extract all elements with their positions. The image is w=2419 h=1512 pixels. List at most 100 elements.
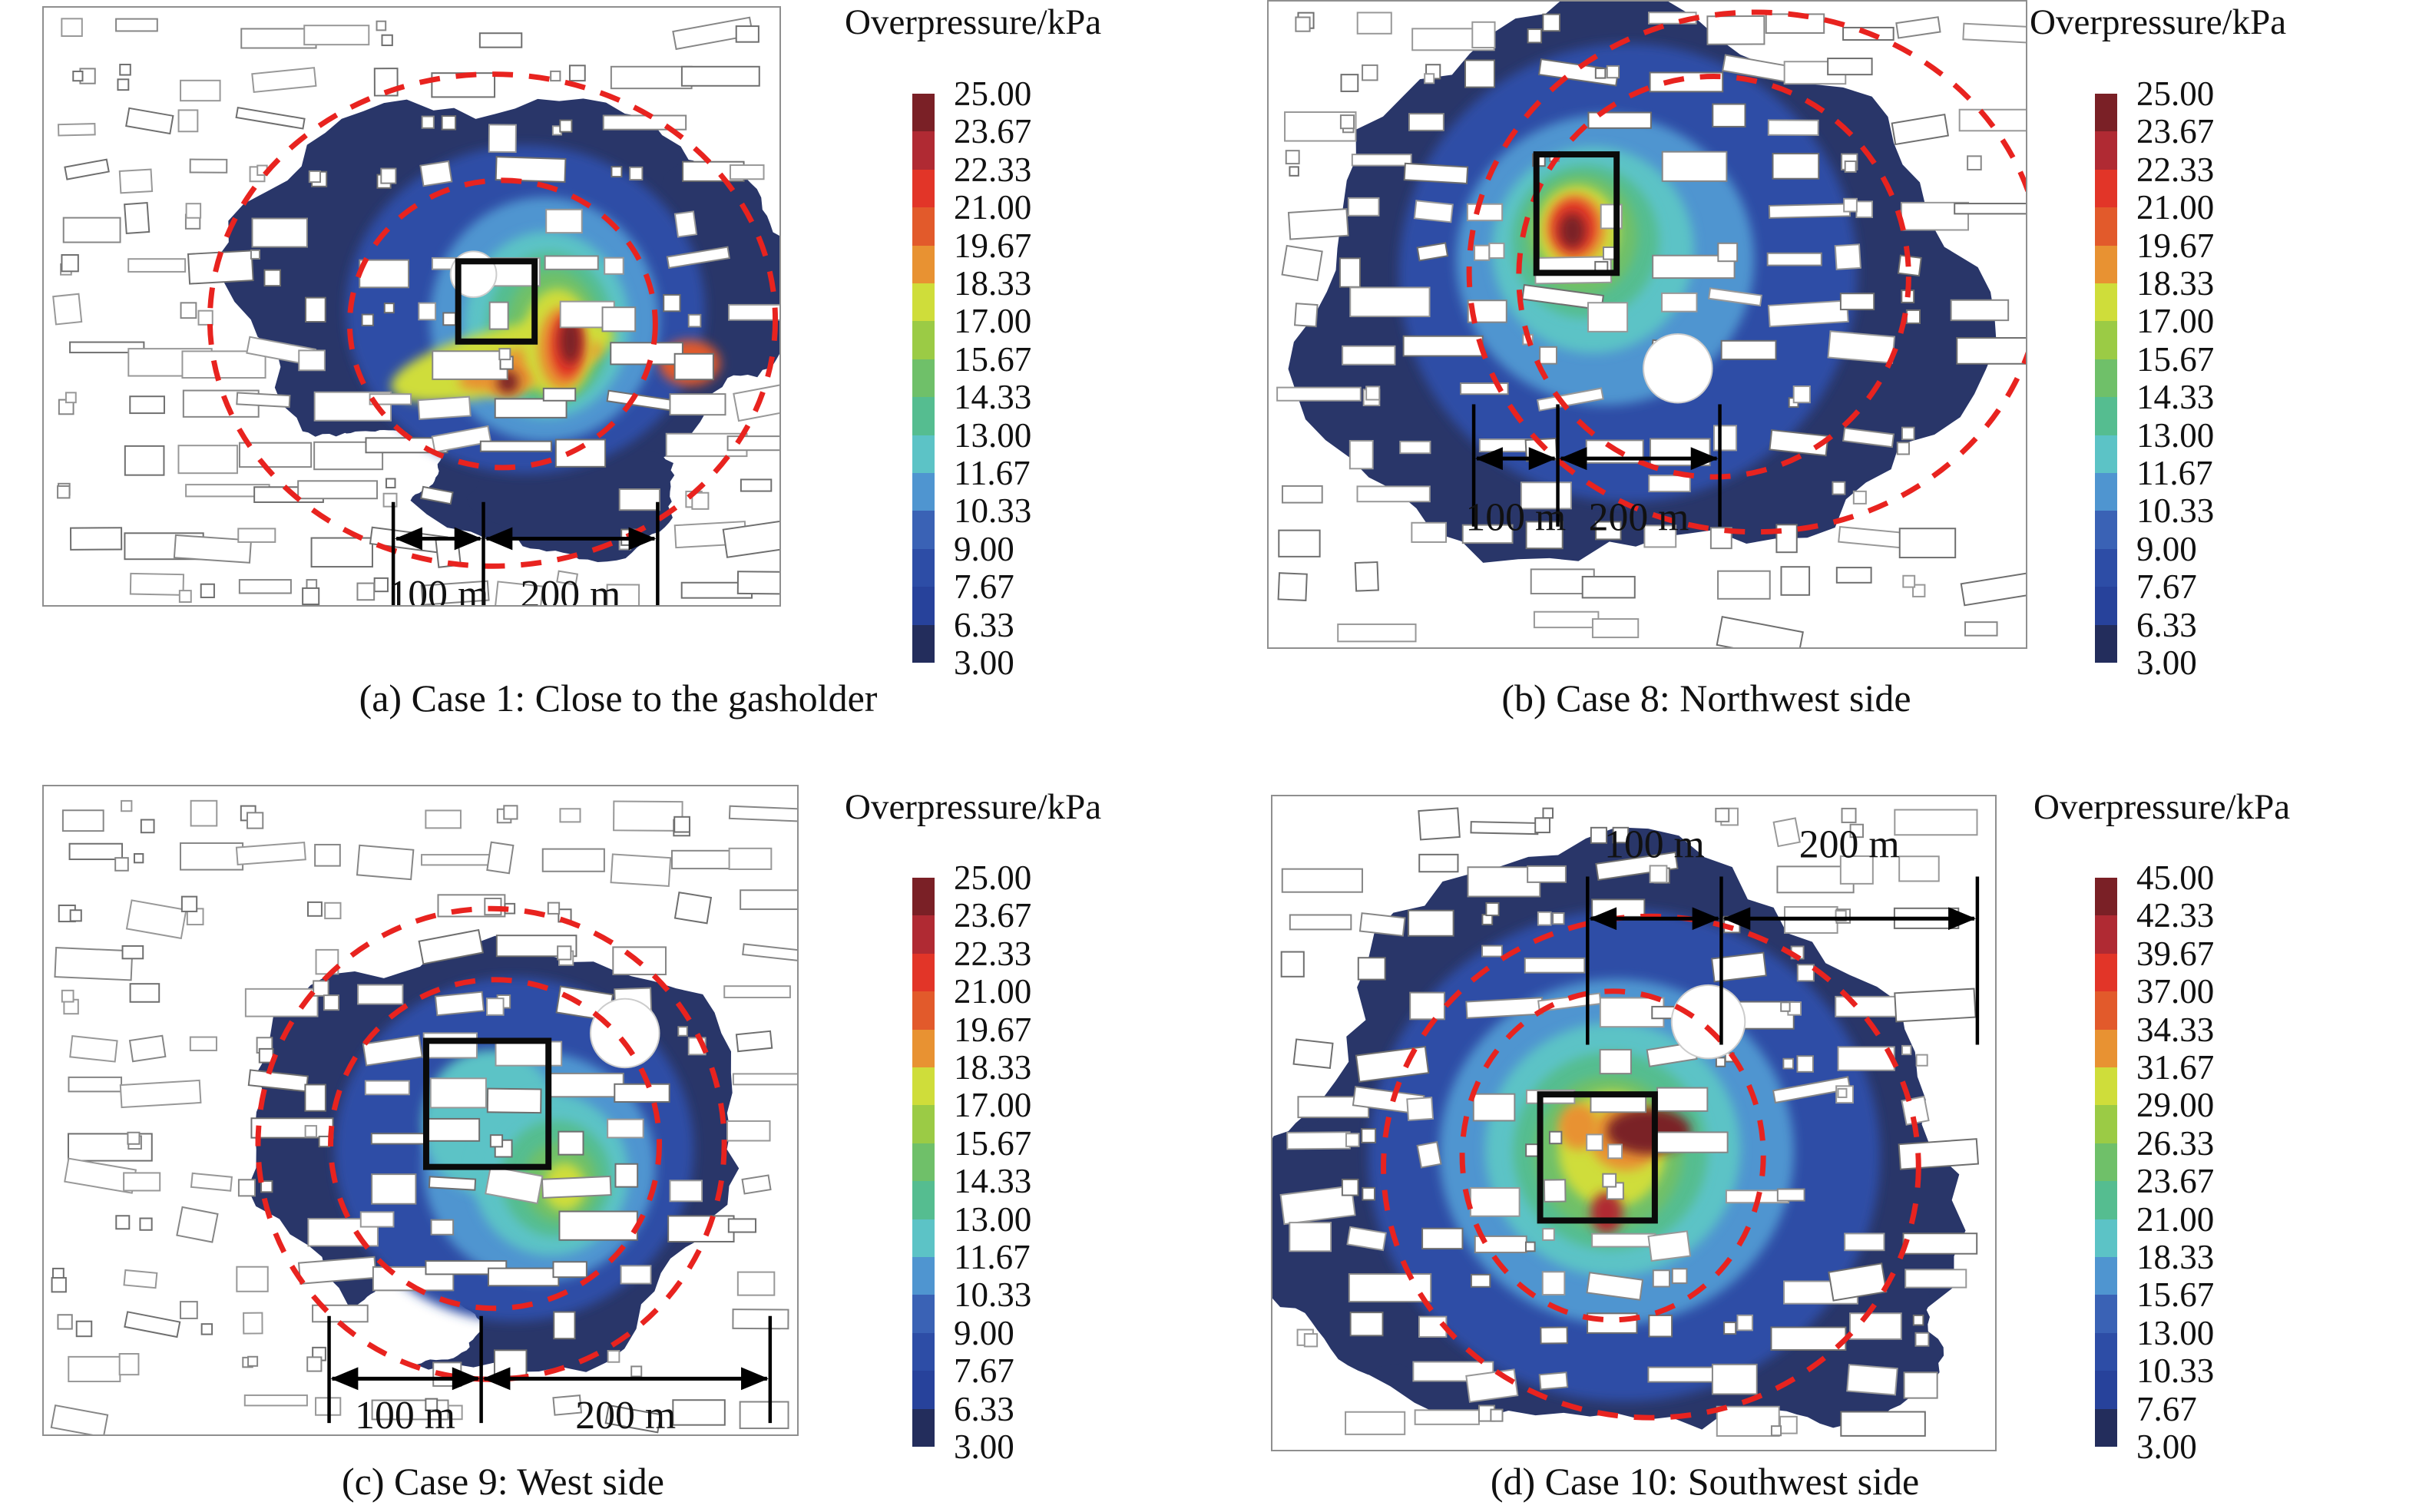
map-b-contour: 100 m 200 m: [1267, 0, 2027, 649]
colorbar-tick-label: 13.00: [2136, 416, 2215, 455]
colorbar-tick-label: 7.67: [2136, 567, 2197, 606]
colorbar-segment: [2095, 473, 2117, 511]
colorbar-tick-label: 10.33: [954, 1275, 1032, 1314]
colorbar-segment: [2095, 1408, 2117, 1447]
colorbar-segment: [912, 283, 935, 322]
colorbar-tick-label: 21.00: [954, 972, 1032, 1011]
map-a-contour: 100 m 200 m: [42, 6, 781, 607]
colorbar-segment: [2095, 1029, 2117, 1068]
colorbar-tick-label: 7.67: [954, 567, 1014, 606]
colorbar-segment: [912, 548, 935, 587]
radius-100m-circle: [1516, 74, 1911, 480]
colorbar-tick-label: 22.33: [2136, 151, 2215, 189]
colorbar-tick-label: 18.33: [954, 264, 1032, 303]
colorbar-segment: [2095, 131, 2117, 170]
colorbar-tick-label: 31.67: [2136, 1048, 2215, 1087]
colorbar-segment: [2095, 94, 2117, 132]
colorbar-tick-label: 7.67: [954, 1352, 1014, 1390]
colorbar-segment: [912, 1332, 935, 1371]
colorbar-tick-label: 21.00: [954, 188, 1032, 227]
gasholder-area-square: [1533, 151, 1620, 276]
colorbar-tick-label: 22.33: [954, 935, 1032, 973]
colorbar-segment: [2095, 1219, 2117, 1258]
scale-label-100m: 100 m: [388, 573, 488, 607]
colorbar-tick-label: 15.67: [2136, 1275, 2215, 1314]
colorbar-tick-label: 9.00: [954, 530, 1014, 568]
caption-a: (a) Case 1: Close to the gasholder: [359, 677, 878, 720]
colorbar-tick-label: 9.00: [2136, 530, 2197, 568]
colorbar-segment: [2095, 548, 2117, 587]
colorbar-segment: [2095, 587, 2117, 625]
colorbar-segment: [912, 624, 935, 663]
colorbar-tick-label: 37.00: [2136, 972, 2215, 1011]
colorbar-tick-label: 22.33: [954, 151, 1032, 189]
colorbar-segment: [912, 397, 935, 435]
colorbar-tick-label: 25.00: [954, 859, 1032, 897]
colorbar-tick-label: 15.67: [2136, 340, 2215, 379]
scale-bar: 100 m 200 m: [388, 501, 660, 607]
caption-c: (c) Case 9: West side: [342, 1460, 664, 1503]
colorbar-segment: [912, 915, 935, 954]
colorbar-tick-label: 45.00: [2136, 859, 2215, 897]
radius-200m-circle: [1466, 9, 2026, 535]
radius-100m-circle: [328, 977, 663, 1312]
colorbar-tick-label: 11.67: [954, 454, 1031, 492]
colorbar-tick-label: 15.67: [954, 340, 1032, 379]
city-buildings: [50, 799, 797, 1434]
colorbar-segment: [912, 1067, 935, 1106]
colorbar-tick-label: 14.33: [2136, 378, 2215, 416]
colorbar-segment: [912, 1408, 935, 1447]
colorbar-tick-label: 23.67: [2136, 1162, 2215, 1200]
colorbar-segment: [2095, 624, 2117, 663]
colorbar-tick-label: 3.00: [2136, 644, 2197, 682]
scale-label-200m: 200 m: [575, 1394, 676, 1436]
colorbar-segment: [2095, 878, 2117, 916]
colorbar-tick-label: 14.33: [954, 378, 1032, 416]
colorbar-segment: [912, 1143, 935, 1182]
colorbar-tick-label: 29.00: [2136, 1086, 2215, 1124]
colorbar-a: [912, 94, 935, 663]
colorbar-tick-label: 18.33: [2136, 264, 2215, 303]
colorbar-segment: [912, 511, 935, 549]
scale-bar: 100 m 200 m: [1586, 823, 1980, 1045]
colorbar-tick-label: 15.67: [954, 1124, 1032, 1163]
colorbar-segment: [912, 359, 935, 398]
colorbar-tick-label: 23.67: [2136, 112, 2215, 151]
colorbar-segment: [912, 1257, 935, 1295]
scale-label-100m: 100 m: [1604, 823, 1705, 867]
colorbar-tick-label: 25.00: [2136, 74, 2215, 113]
colorbar-segment: [912, 1371, 935, 1409]
colorbar-tick-label: 3.00: [954, 1428, 1014, 1466]
colorbar-tick-label: 25.00: [954, 74, 1032, 113]
colorbar-tick-label: 7.67: [2136, 1390, 2197, 1428]
city-buildings: [1279, 807, 1980, 1437]
colorbar-tick-label: 17.00: [954, 1086, 1032, 1124]
colorbar-tick-label: 14.33: [954, 1162, 1032, 1200]
colorbar-tick-label: 10.33: [954, 491, 1032, 530]
colorbar-tick-label: 18.33: [2136, 1238, 2215, 1276]
scale-label-200m: 200 m: [1589, 496, 1689, 540]
colorbar-segment: [2095, 1332, 2117, 1371]
caption-b: (b) Case 8: Northwest side: [1501, 677, 1911, 720]
colorbar-tick-label: 19.67: [954, 227, 1032, 265]
colorbar-segment: [912, 991, 935, 1030]
map-d-contour: 100 m 200 m: [1271, 795, 1997, 1451]
colorbar-segment: [912, 245, 935, 284]
colorbar-d: [2095, 878, 2117, 1447]
colorbar-tick-label: 6.33: [954, 606, 1014, 644]
colorbar-segment: [912, 1295, 935, 1333]
colorbar-tick-label: 11.67: [2136, 454, 2213, 492]
colorbar-tick-label: 19.67: [2136, 227, 2215, 265]
colorbar-tick-label: 6.33: [2136, 606, 2197, 644]
colorbar-tick-label: 6.33: [954, 1390, 1014, 1428]
scale-label-200m: 200 m: [1799, 823, 1900, 867]
colorbar-c: [912, 878, 935, 1447]
colorbar-title-d: Overpressure/kPa: [2033, 787, 2291, 827]
colorbar-segment: [912, 587, 935, 625]
colorbar-segment: [2095, 511, 2117, 549]
scale-bar: 100 m 200 m: [1465, 404, 1722, 540]
colorbar-tick-label: 19.67: [954, 1011, 1032, 1049]
colorbar-tick-label: 42.33: [2136, 896, 2215, 935]
colorbar-tick-label: 39.67: [2136, 935, 2215, 973]
scale-label-100m: 100 m: [355, 1394, 455, 1436]
